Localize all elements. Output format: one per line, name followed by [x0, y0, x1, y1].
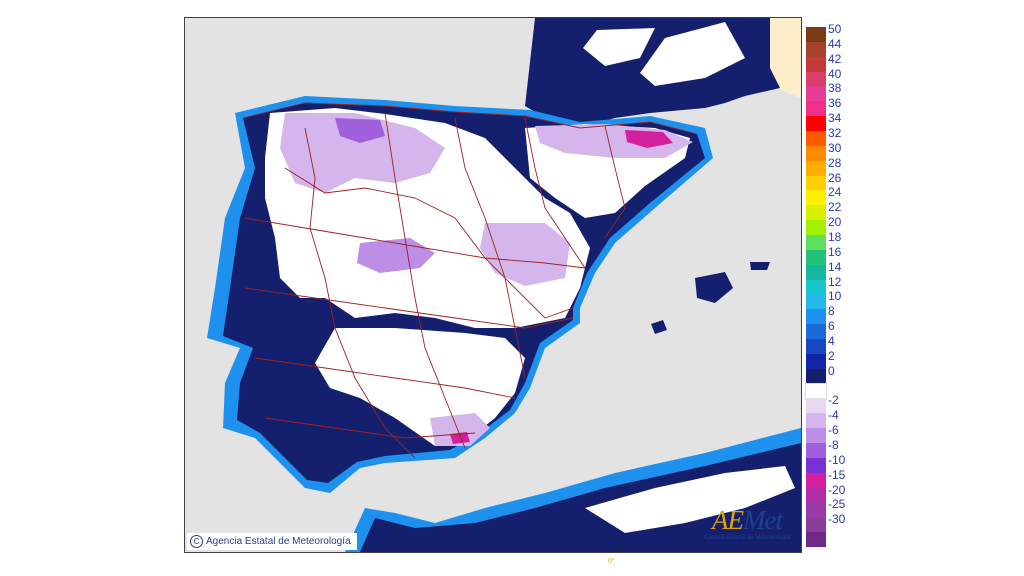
legend-tick-label: 50 [828, 22, 842, 36]
legend-swatch [806, 101, 826, 117]
legend-tick-label: 22 [828, 200, 842, 215]
legend-tick-label: 44 [828, 36, 842, 51]
cantabrian-mountains [280, 113, 445, 193]
legend-tick-label: 10 [828, 289, 842, 304]
legend-swatch [806, 339, 826, 354]
legend-tick-label: -25 [828, 497, 846, 512]
mallorca [695, 272, 733, 303]
legend-tick-label: 28 [828, 155, 842, 170]
legend-swatch [806, 279, 826, 295]
legend-tick-label: 38 [828, 81, 842, 96]
aemet-logo-subtitle: Agencia Estatal de Meteorología [703, 535, 791, 541]
picos-core [335, 118, 385, 143]
sierra-nevada-cold [430, 413, 490, 446]
legend-tick-label: 0 [828, 363, 835, 378]
legend-tick-label: 6 [828, 319, 835, 334]
legend-tick-label: -20 [828, 482, 846, 497]
north-africa-land [360, 443, 801, 552]
legend-tick-label: 42 [828, 51, 842, 66]
atlas-snow [585, 466, 795, 533]
legend-swatch [806, 532, 826, 548]
legend-swatch [806, 472, 826, 488]
legend-swatch [806, 353, 826, 369]
legend-swatch [805, 382, 827, 400]
legend-tick-label: 36 [828, 96, 842, 111]
legend-swatch [806, 131, 826, 146]
france-coast [763, 18, 801, 98]
legend-swatch [806, 41, 826, 57]
legend-tick-label: 30 [828, 140, 842, 155]
legend-tick-label: 8 [828, 304, 835, 319]
legend-swatch [806, 249, 826, 265]
legend-swatch [806, 175, 826, 191]
legend-swatch [806, 235, 826, 250]
map-canvas [207, 18, 801, 552]
legend-swatch [806, 27, 826, 42]
legend-swatch [806, 309, 826, 325]
legend-swatch [806, 264, 826, 280]
legend-tick-label: -15 [828, 467, 846, 482]
legend-tick-label: -10 [828, 452, 846, 467]
ibiza [651, 320, 667, 334]
sierra-nevada-core [450, 432, 470, 444]
menorca [750, 262, 770, 270]
legend-swatch [806, 190, 826, 206]
southern-france-snow [583, 28, 655, 66]
temperature-map: C Agencia Estatal de Meteorología AEMet … [184, 17, 802, 553]
copyright-text: Agencia Estatal de Meteorología [206, 536, 351, 547]
legend-tick-label: -2 [828, 393, 839, 408]
legend-swatch [806, 502, 826, 518]
pyrenees-core [625, 130, 673, 148]
legend-swatch [806, 71, 826, 87]
alps-snow [640, 22, 745, 86]
legend-swatch [806, 116, 826, 132]
province-borders [242, 102, 698, 459]
legend-tick-label: 14 [828, 259, 842, 274]
legend-swatch [806, 324, 826, 340]
legend-swatch [806, 205, 826, 221]
legend-swatch [806, 56, 826, 72]
legend-swatch [806, 457, 826, 473]
legend-swatch [806, 517, 826, 533]
legend-swatch [806, 145, 826, 161]
legend-tick-label: 32 [828, 126, 842, 140]
legend-tick-label: 18 [828, 230, 842, 244]
legend-swatch [806, 487, 826, 503]
color-legend: 50 44 42 40 38 36 34 32 30 28 26 24 22 20 18 16 14 12 10 8 6… [805, 23, 866, 548]
legend-swatch [806, 398, 826, 414]
copyright-notice: C Agencia Estatal de Meteorología [187, 533, 357, 550]
legend-swatch [806, 428, 826, 444]
legend-swatch [806, 413, 826, 429]
legend-swatch [806, 220, 826, 236]
legend-tick-label: -4 [828, 408, 839, 423]
legend-tick-label: 12 [828, 274, 842, 289]
aemet-logo: AEMet Agencia Estatal de Meteorología [699, 506, 795, 546]
legend-tick-label: -30 [828, 512, 846, 527]
legend-swatch [806, 443, 826, 458]
legend-swatch [806, 86, 826, 102]
legend-tick-label: -6 [828, 423, 839, 438]
legend-tick-label: 34 [828, 111, 842, 126]
legend-swatch [806, 294, 826, 310]
legend-tick-label: 2 [828, 348, 835, 363]
legend-tick-label: 20 [828, 215, 842, 230]
aemet-logo-word: AEMet [712, 505, 783, 535]
footer-mark: 0° [608, 558, 615, 565]
legend-tick-label: 40 [828, 66, 842, 81]
legend-tick-label: -8 [828, 438, 839, 452]
legend-swatch [806, 368, 826, 384]
legend-tick-label: 16 [828, 244, 842, 259]
legend-tick-label: 24 [828, 185, 842, 200]
legend-tick-label: 4 [828, 334, 835, 348]
legend-tick-label: 26 [828, 170, 842, 185]
legend-swatch [806, 160, 826, 176]
copyright-icon: C [190, 535, 203, 548]
